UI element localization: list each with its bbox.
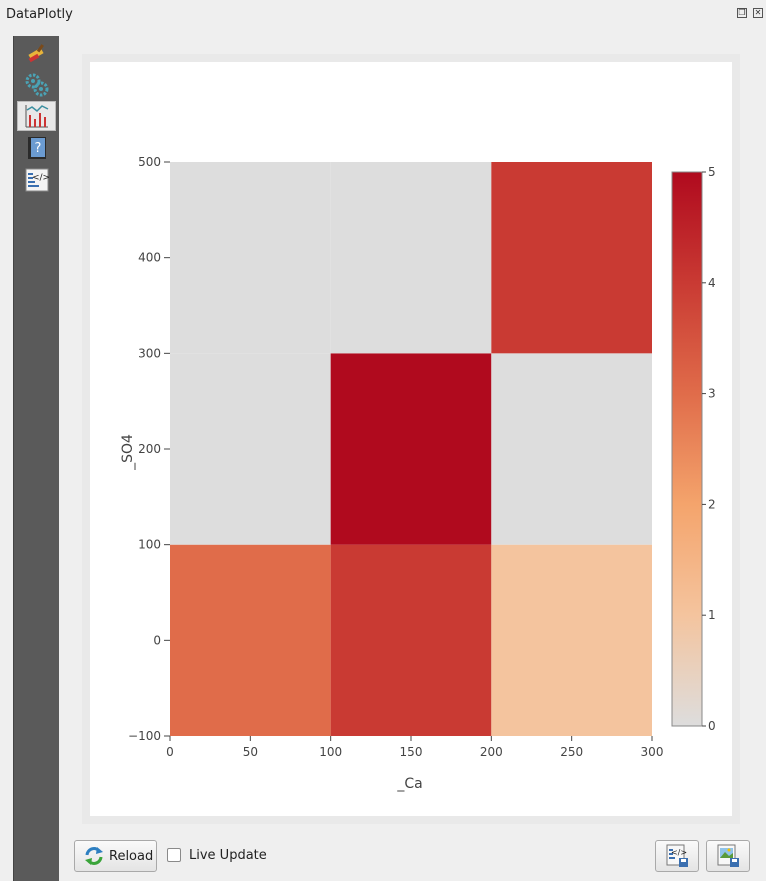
colorbar-tick-label: 0 (708, 719, 716, 733)
sidebar: ? </> (13, 36, 59, 881)
heatmap-cell (491, 162, 652, 354)
y-tick-label: 0 (153, 633, 161, 647)
help-book-icon: ? (27, 137, 46, 159)
export-html-button[interactable]: </> (655, 840, 699, 872)
save-html-icon: </> (666, 844, 688, 867)
heatmap-cell (330, 353, 492, 545)
y-tick-label: 300 (138, 346, 161, 360)
sidebar-item-style[interactable] (17, 38, 56, 68)
plot-frame: 0 50 100 150 200 250 300 −100 0 100 200 300 400 500 … (82, 54, 740, 824)
code-icon: </> (25, 168, 49, 192)
sidebar-item-plot[interactable] (17, 101, 56, 131)
x-axis-label: _Ca (396, 776, 422, 792)
colorbar-tick-label: 4 (708, 276, 716, 290)
x-tick-label: 50 (243, 745, 258, 759)
reload-icon (85, 847, 103, 865)
x-tick-label: 100 (319, 745, 342, 759)
sidebar-item-code[interactable]: </> (17, 165, 56, 195)
svg-text:</>: </> (671, 848, 687, 857)
close-window-icon[interactable]: ✕ (753, 8, 763, 18)
plot-icon (25, 105, 48, 128)
sidebar-item-properties[interactable] (17, 70, 56, 100)
heatmap-chart: 0 50 100 150 200 250 300 −1000100200300400500 … (120, 155, 716, 792)
colorbar-tick-label: 1 (708, 608, 716, 622)
x-tick-label: 0 (166, 745, 174, 759)
heatmap-cell (170, 162, 331, 354)
svg-text:?: ? (34, 141, 41, 156)
live-update-checkbox[interactable] (167, 848, 181, 862)
heatmap-cell (330, 544, 492, 736)
x-tick-label: 200 (480, 745, 503, 759)
colorbar (671, 171, 703, 727)
y-tick-label: 100 (138, 538, 161, 552)
colorbar-tick-label: 3 (708, 387, 716, 401)
float-window-icon[interactable]: ❐ (737, 8, 747, 18)
x-tick-label: 150 (400, 745, 423, 759)
heatmap-cell (491, 544, 652, 736)
colorbar-tick-label: 2 (708, 497, 716, 511)
window-title: DataPlotly (6, 7, 73, 22)
y-tick-label: 400 (138, 251, 161, 265)
colorbar-tick-label: 5 (708, 165, 716, 179)
y-tick-label: −100 (128, 729, 161, 743)
plot-canvas[interactable]: 0 50 100 150 200 250 300 −100 0 100 200 300 400 500 … (90, 62, 732, 816)
heatmap-cell (170, 544, 331, 736)
live-update-label[interactable]: Live Update (189, 848, 267, 863)
gears-icon (25, 73, 48, 97)
reload-button[interactable]: Reload (74, 840, 157, 872)
reload-label: Reload (109, 848, 154, 864)
x-tick-label: 300 (641, 745, 664, 759)
export-image-button[interactable] (706, 840, 750, 872)
sidebar-item-help[interactable]: ? (17, 133, 56, 163)
save-image-icon (717, 844, 739, 867)
heatmap-cell (491, 353, 652, 545)
window-titlebar: DataPlotly ❐ ✕ (0, 0, 766, 30)
y-axis-label: _SO4 (120, 434, 136, 471)
svg-text:</>: </> (31, 173, 48, 183)
brush-icon (27, 44, 44, 63)
y-tick-label: 200 (138, 442, 161, 456)
heatmap-cell (330, 162, 492, 354)
x-tick-label: 250 (560, 745, 583, 759)
heatmap-cell (170, 353, 331, 545)
y-tick-label: 500 (138, 155, 161, 169)
